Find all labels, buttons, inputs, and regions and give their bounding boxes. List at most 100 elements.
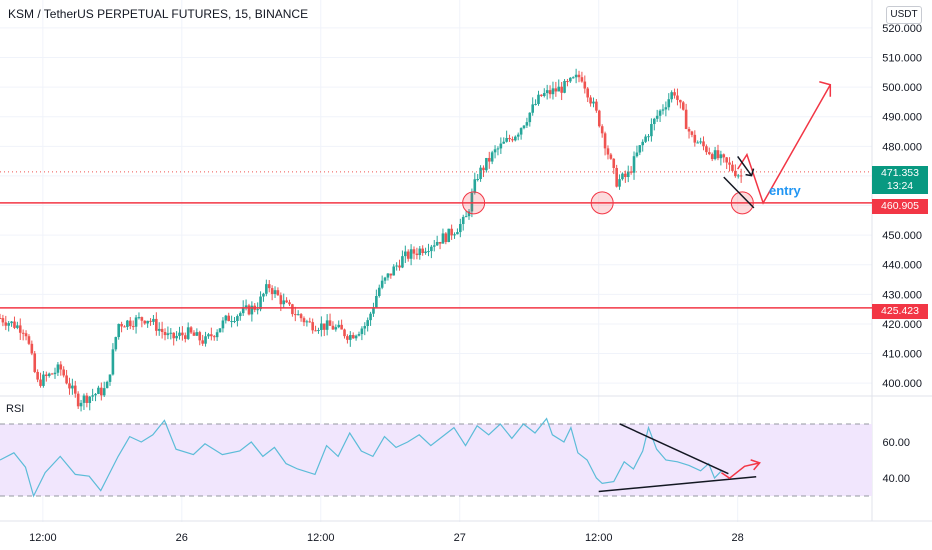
candle-body	[687, 128, 691, 132]
candle-body	[603, 133, 607, 149]
black-trend-line	[723, 176, 755, 209]
candle-body	[236, 316, 239, 322]
candle-body	[487, 157, 491, 162]
candle-body	[181, 332, 184, 336]
candle-body	[525, 122, 529, 126]
rsi-title: RSI	[6, 403, 25, 415]
candle-body	[485, 157, 488, 171]
last-price-tag: 471.353 13:24	[872, 166, 928, 194]
candle-body	[716, 150, 720, 159]
candle-body	[91, 395, 94, 397]
candle-body	[65, 375, 68, 384]
candle-body	[0, 318, 2, 320]
candle-body	[670, 92, 673, 100]
candle-body	[502, 141, 506, 144]
currency-button[interactable]: USDT	[886, 6, 922, 24]
candle-body	[1, 318, 5, 323]
candle-body	[131, 326, 135, 328]
candle-body	[540, 94, 543, 96]
candle-body	[152, 318, 155, 322]
candle-body	[94, 393, 97, 396]
candle-body	[143, 320, 147, 324]
last-price-value: 471.353	[881, 167, 919, 179]
candle-body	[644, 136, 647, 142]
candle-body	[542, 93, 546, 96]
candle-body	[710, 154, 714, 160]
candle-body	[39, 379, 42, 386]
candle-body	[270, 288, 274, 295]
candle-body	[719, 154, 723, 159]
candle-body	[79, 402, 83, 407]
price-tick-label: 520.000	[882, 23, 922, 35]
candle-body	[120, 323, 123, 327]
black-trend-line	[737, 155, 753, 177]
candle-body	[626, 171, 630, 178]
candle-body	[360, 328, 364, 335]
candle-body	[140, 317, 144, 321]
candle-body	[424, 251, 427, 254]
candle-body	[160, 328, 164, 332]
candle-body	[215, 332, 219, 338]
candle-body	[334, 327, 338, 330]
candle-body	[102, 388, 106, 396]
candle-body	[511, 139, 514, 141]
candle-body	[499, 143, 503, 149]
candle-body	[18, 325, 22, 333]
candle-body	[595, 101, 598, 111]
candle-body	[186, 327, 190, 339]
candle-body	[155, 318, 158, 331]
rsi-arrowhead	[750, 459, 761, 471]
candle-body	[739, 175, 743, 177]
candle-body	[363, 326, 367, 329]
trend-drawings	[462, 81, 832, 215]
candle-body	[262, 293, 265, 297]
candle-body	[505, 137, 508, 142]
candle-body	[82, 395, 86, 403]
candle-body	[597, 110, 601, 127]
candle-body	[690, 131, 694, 135]
candle-body	[42, 374, 45, 386]
candle-body	[178, 332, 181, 336]
candle-body	[563, 81, 566, 93]
candle-body	[68, 383, 71, 389]
candle-body	[702, 141, 705, 147]
price-tick-label: 490.000	[882, 112, 922, 124]
candle-body	[676, 95, 679, 100]
candle-body	[36, 371, 39, 380]
candle-body	[441, 233, 445, 244]
candle-body	[444, 233, 448, 243]
candle-body	[62, 369, 65, 376]
candle-body	[314, 330, 317, 332]
support-resistance-levels	[0, 171, 872, 309]
candle-body	[276, 290, 280, 296]
candle-body	[308, 321, 312, 323]
price-tick-label: 500.000	[882, 82, 922, 94]
candle-body	[534, 103, 537, 105]
candle-body	[201, 340, 204, 344]
candle-body	[569, 77, 572, 82]
candle-body	[149, 320, 152, 322]
candle-body	[56, 364, 60, 373]
candle-body	[734, 170, 737, 177]
candle-body	[412, 249, 416, 254]
candle-body	[172, 332, 176, 339]
candle-body	[612, 158, 616, 168]
candles	[0, 68, 743, 412]
candle-body	[230, 321, 233, 323]
candle-body	[383, 277, 387, 281]
candle-body	[137, 317, 141, 319]
time-tick-label: 26	[176, 532, 188, 544]
candle-body	[696, 142, 700, 144]
time-tick-label: 12:00	[29, 532, 57, 544]
candle-body	[635, 152, 639, 157]
candle-body	[560, 86, 563, 93]
candle-body	[105, 381, 109, 389]
rsi-pane	[0, 417, 761, 498]
candle-body	[404, 251, 407, 257]
price-tick-label: 430.000	[882, 289, 922, 301]
candle-body	[421, 248, 424, 254]
candle-body	[221, 320, 225, 329]
candle-body	[195, 332, 199, 336]
candle-body	[537, 94, 540, 104]
candle-body	[606, 148, 610, 155]
